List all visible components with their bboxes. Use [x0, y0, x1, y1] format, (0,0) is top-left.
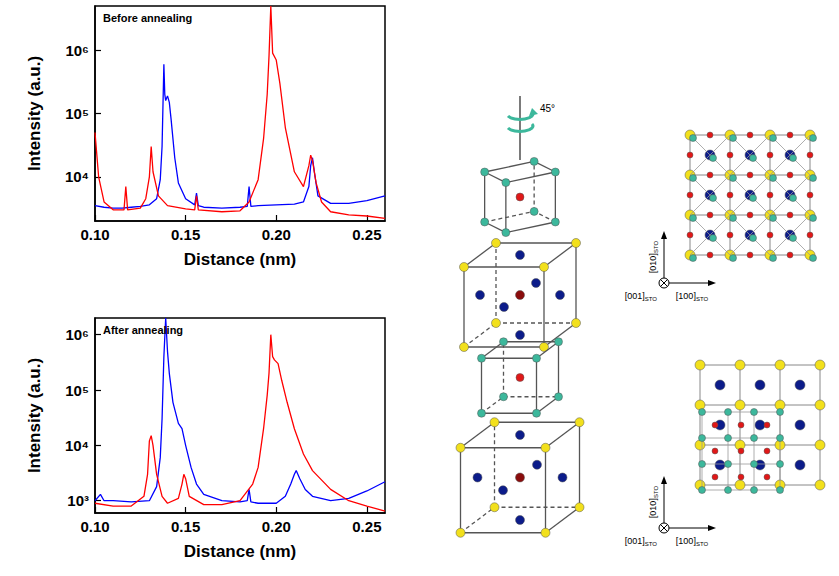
svg-text:0.20: 0.20 — [262, 518, 291, 535]
svg-text:Intensity (a.u.): Intensity (a.u.) — [25, 358, 44, 473]
svg-text:After annealing: After annealing — [103, 324, 183, 336]
svg-text:0.25: 0.25 — [352, 226, 381, 243]
svg-text:10⁵: 10⁵ — [65, 382, 89, 399]
svg-text:[100]STO: [100]STO — [676, 291, 709, 302]
svg-text:Before annealing: Before annealing — [103, 12, 192, 24]
svg-text:10⁴: 10⁴ — [65, 168, 89, 185]
svg-text:Intensity (a.u.): Intensity (a.u.) — [25, 56, 44, 171]
svg-text:10⁶: 10⁶ — [65, 42, 89, 59]
svg-text:[010]STO: [010]STO — [648, 486, 659, 519]
svg-text:0.10: 0.10 — [80, 518, 109, 535]
svg-text:[100]STO: [100]STO — [676, 536, 709, 547]
svg-text:10⁵: 10⁵ — [65, 105, 89, 122]
svg-text:10⁶: 10⁶ — [65, 326, 89, 343]
svg-text:45°: 45° — [540, 103, 555, 114]
svg-text:10³: 10³ — [67, 492, 89, 509]
svg-text:0.20: 0.20 — [262, 226, 291, 243]
svg-text:[001]STO: [001]STO — [625, 536, 658, 547]
svg-text:0.15: 0.15 — [171, 226, 200, 243]
svg-text:10⁴: 10⁴ — [65, 437, 89, 454]
svg-text:Distance (nm): Distance (nm) — [184, 542, 296, 561]
svg-text:0.25: 0.25 — [352, 518, 381, 535]
svg-text:[001]STO: [001]STO — [625, 291, 658, 302]
svg-text:0.10: 0.10 — [80, 226, 109, 243]
svg-text:0.15: 0.15 — [171, 518, 200, 535]
svg-text:Distance (nm): Distance (nm) — [184, 250, 296, 269]
svg-text:[010]STO: [010]STO — [648, 241, 659, 274]
